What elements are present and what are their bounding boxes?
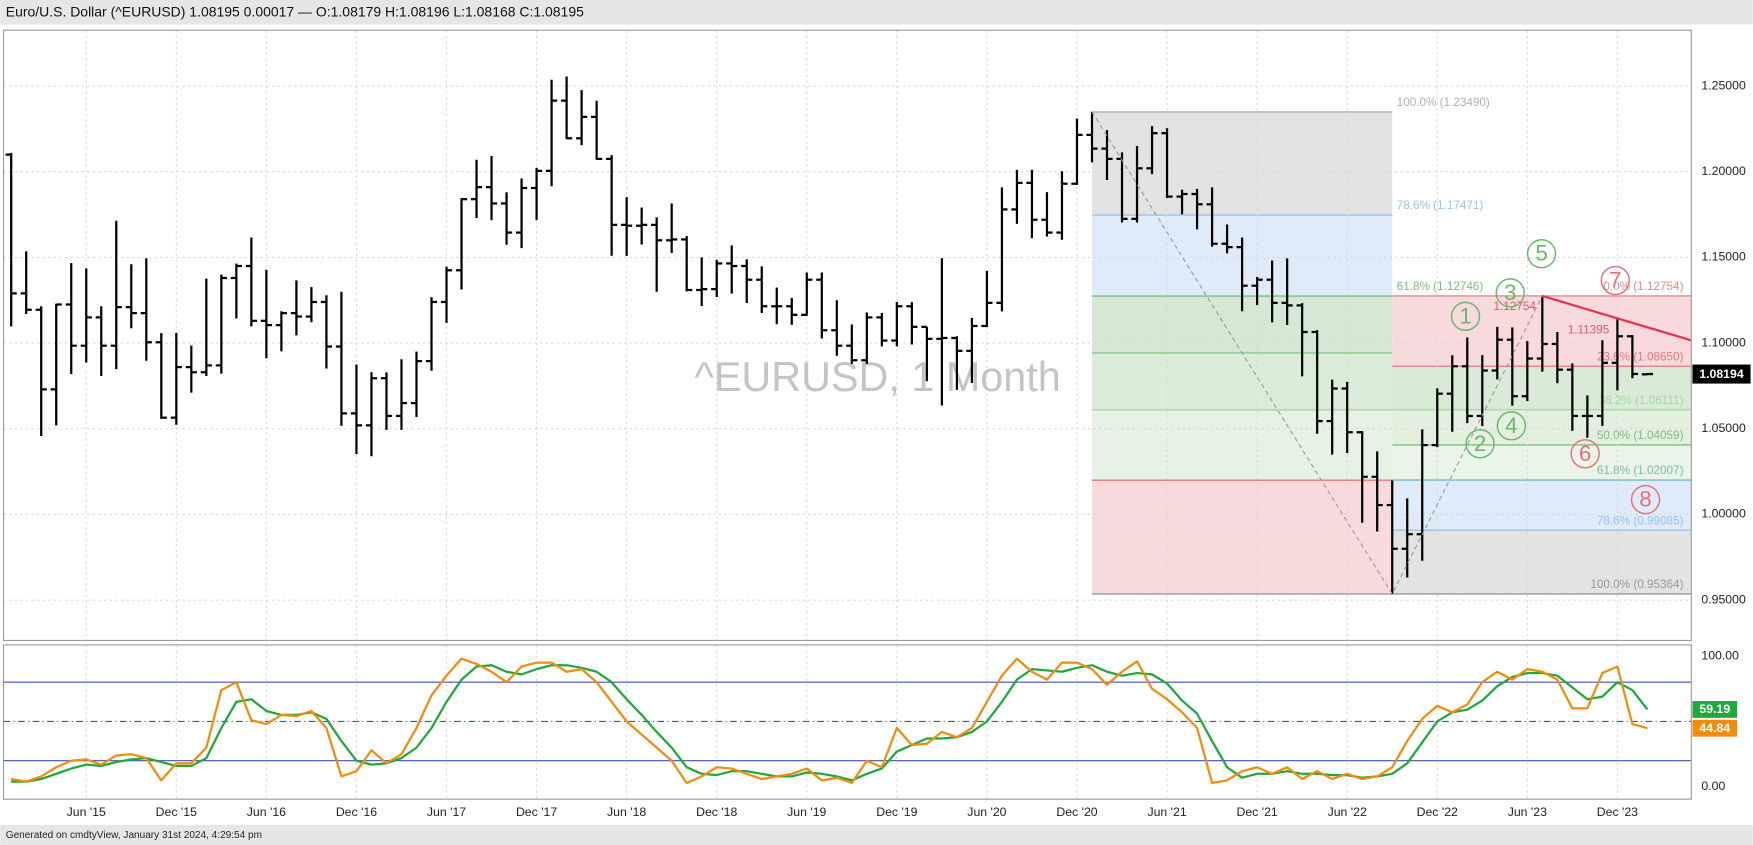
fib-level-label: 61.8% (1.02007) xyxy=(1597,464,1684,477)
trendline xyxy=(1542,294,1692,342)
x-tick-label: Dec '16 xyxy=(336,805,377,819)
price-panel: 100.0% (1.23490) 78.6% (1.17471) 61.8% (1.… xyxy=(3,30,1692,641)
wave-label: 4 xyxy=(1505,413,1517,438)
x-tick-label: Dec '15 xyxy=(156,805,197,819)
price-panel-border xyxy=(2,29,1692,642)
x-tick-label: Jun '21 xyxy=(1147,805,1186,819)
x-tick-label: Jun '23 xyxy=(1508,805,1547,819)
x-tick-label: Jun '16 xyxy=(247,805,286,819)
wave-label: 3 xyxy=(1504,280,1516,305)
fib-level-label: 78.6% (1.17471) xyxy=(1397,199,1484,212)
fib-zone xyxy=(1392,480,1692,531)
price-callout: 1.11395 xyxy=(1568,323,1610,336)
fib-zone xyxy=(1392,409,1692,445)
fib-zone xyxy=(1392,530,1692,594)
value-box xyxy=(1692,701,1738,718)
fib-level-label: 50.0% (1.04059) xyxy=(1597,429,1684,442)
value-label: 44.84 xyxy=(1699,721,1730,735)
indicator-panel xyxy=(3,644,1692,800)
fib-zone xyxy=(1091,480,1393,594)
x-tick-label: Dec '19 xyxy=(876,805,917,819)
wave-circle xyxy=(1496,411,1527,441)
value-box xyxy=(1692,719,1738,737)
x-tick-label: Jun '18 xyxy=(607,805,646,819)
swing-line xyxy=(1091,111,1543,596)
x-tick-label: Dec '20 xyxy=(1056,805,1097,819)
fib-level-label: 78.6% (0.99085) xyxy=(1597,514,1684,527)
x-tick-label: Jun '17 xyxy=(427,805,466,819)
x-tick-label: Dec '22 xyxy=(1417,805,1458,819)
y-tick-label: 1.10000 xyxy=(1701,335,1746,349)
fib-level-label: 100.0% (1.23490) xyxy=(1397,96,1490,109)
x-tick-label: Jun '20 xyxy=(967,805,1006,819)
fib-zone xyxy=(1091,111,1393,216)
y-tick-label: 1.25000 xyxy=(1701,78,1746,92)
watermark: ^EURUSD, 1 Month xyxy=(694,354,1060,400)
indicator-line xyxy=(10,657,1648,785)
fib-level-label: 0.0% (1.12754) xyxy=(1603,280,1683,293)
x-tick-label: Dec '23 xyxy=(1597,805,1638,819)
wave-label: 2 xyxy=(1474,431,1486,456)
fib-level-label: 38.2% (1.06111) xyxy=(1599,394,1684,407)
header-bar xyxy=(0,0,1753,25)
last-price-box xyxy=(1692,364,1751,384)
x-tick-label: Dec '17 xyxy=(516,805,557,819)
wave-label: 6 xyxy=(1579,441,1591,466)
wave-label: 8 xyxy=(1639,487,1651,512)
wave-circle xyxy=(1526,239,1557,269)
x-tick-label: Jun '22 xyxy=(1328,805,1367,819)
y-tick-label: 1.05000 xyxy=(1701,421,1746,435)
fib-zone xyxy=(1091,352,1393,410)
header-text: Euro/U.S. Dollar (^EURUSD) 1.08195 0.000… xyxy=(6,4,584,20)
fib-zone xyxy=(1392,444,1692,481)
fib-level-label: 100.0% (0.95364) xyxy=(1590,578,1683,591)
x-tick-label: Dec '21 xyxy=(1236,805,1277,819)
wave-circle xyxy=(1630,484,1661,515)
x-tick-label: Jun '15 xyxy=(67,805,106,819)
y-tick-label: 0.95000 xyxy=(1701,592,1746,606)
footer-text: Generated on cmdtyView, January 31st 202… xyxy=(6,830,262,841)
value-label: 59.19 xyxy=(1699,702,1730,716)
footer-bar xyxy=(0,824,1753,845)
y-tick-label: 1.15000 xyxy=(1701,250,1746,264)
wave-label: 7 xyxy=(1609,268,1621,293)
fib-level-label: 23.6% (1.08650) xyxy=(1597,350,1684,363)
last-price-label: 1.08194 xyxy=(1699,367,1744,381)
wave-label: 5 xyxy=(1535,241,1547,266)
y-tick-label: 100.00 xyxy=(1701,648,1739,662)
x-tick-label: Dec '18 xyxy=(696,805,737,819)
y-tick-label: 1.00000 xyxy=(1701,507,1746,521)
y-tick-label: 0.00 xyxy=(1701,779,1725,793)
wave-circle xyxy=(1465,429,1495,459)
y-tick-label: 1.20000 xyxy=(1701,164,1746,178)
fib-zone xyxy=(1392,366,1692,410)
wave-circle xyxy=(1600,265,1631,296)
axes: 1.25000 1.20000 1.15000 1.10000 1.05000 1.000… xyxy=(2,29,1751,819)
fib-zone xyxy=(1091,409,1393,481)
x-tick-label: Jun '19 xyxy=(787,805,826,819)
indicator-panel-border xyxy=(2,644,1692,800)
wave-circle xyxy=(1495,278,1525,308)
wave-circle xyxy=(1570,439,1600,469)
wave-circle xyxy=(1450,301,1481,332)
fib-level-label: 61.8% (1.12746) xyxy=(1397,280,1484,293)
wave-label: 1 xyxy=(1459,303,1471,328)
